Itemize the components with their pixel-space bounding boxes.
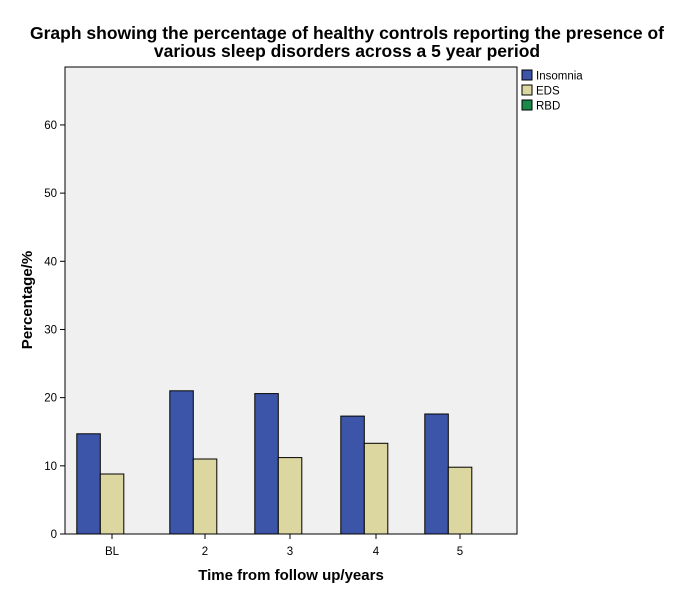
- y-tick-label: 10: [44, 461, 57, 473]
- bar-eds-bl: [99, 473, 125, 535]
- legend-label-eds: EDS: [536, 86, 560, 98]
- legend-label-insomnia: Insomnia: [536, 71, 583, 83]
- chart-title-line-2: various sleep disorders across a 5 year …: [153, 41, 541, 61]
- bar-eds-4: [363, 442, 389, 535]
- x-axis: BL 2 3 4 5: [105, 534, 463, 558]
- chart-title: Graph showing the percentage of healthy …: [0, 24, 694, 60]
- bar-insomnia-2: [169, 390, 194, 535]
- y-tick-label: 30: [44, 324, 57, 336]
- bar-eds-5: [447, 466, 473, 535]
- legend: Insomnia EDS RBD: [521, 69, 583, 113]
- y-axis-label: Percentage/%: [19, 251, 36, 349]
- y-tick-label: 40: [44, 256, 57, 268]
- x-tick-label: 4: [373, 546, 380, 558]
- bar-insomnia-bl: [76, 433, 101, 535]
- legend-swatch-rbd: [521, 99, 533, 111]
- legend-swatch-insomnia: [521, 69, 533, 81]
- y-tick-label: 20: [44, 393, 57, 405]
- chart-title-line-1: Graph showing the percentage of healthy …: [30, 23, 664, 43]
- x-tick-label: 3: [287, 546, 293, 558]
- legend-label-rbd: RBD: [536, 101, 560, 113]
- bar-eds-3: [277, 457, 303, 535]
- x-tick-label: 5: [457, 546, 463, 558]
- x-axis-label: Time from follow up/years: [198, 567, 384, 584]
- y-axis: 0 10 20 30 40 50 60: [44, 120, 65, 541]
- y-tick-label: 60: [44, 120, 57, 132]
- bar-insomnia-3: [254, 393, 279, 535]
- y-tick-label: 0: [51, 529, 57, 541]
- bars-group: [76, 390, 473, 535]
- legend-swatch-eds: [521, 84, 533, 96]
- bar-insomnia-4: [340, 415, 365, 535]
- bar-eds-2: [192, 458, 218, 535]
- x-tick-label: 2: [202, 546, 208, 558]
- x-tick-label: BL: [105, 546, 120, 558]
- bar-insomnia-5: [424, 413, 449, 535]
- y-tick-label: 50: [44, 188, 57, 200]
